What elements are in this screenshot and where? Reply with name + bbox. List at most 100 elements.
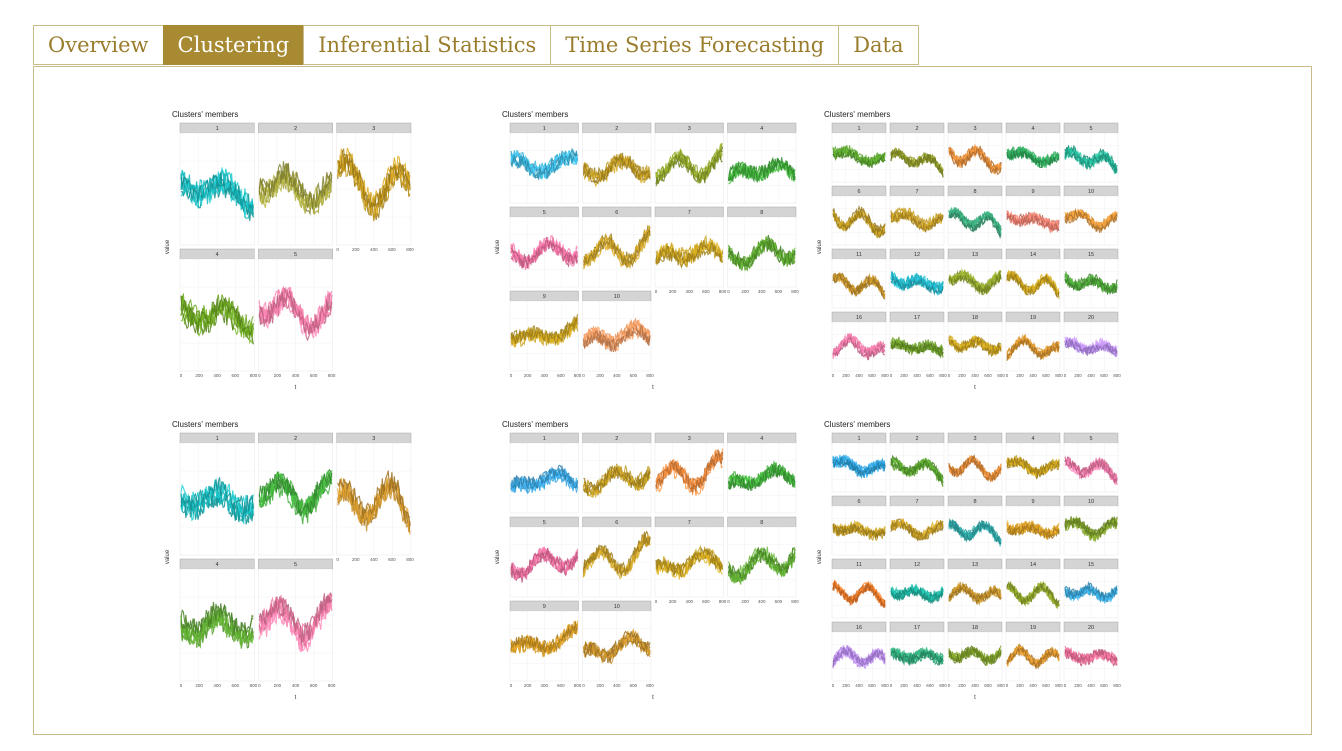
x-tick-label: 200 [274,683,282,688]
x-tick-label: 800 [881,373,889,378]
cluster-panel: 1 [831,432,887,493]
panel-strip-label: 16 [856,625,862,631]
member-series-line [582,229,651,267]
member-series-line [1064,150,1118,173]
cluster-figure-5: Clusters' members value t 1 2 3 4 5 6 7 0 200 400 600… [494,419,799,701]
member-series-line [258,175,333,211]
panel-strip-label: 6 [857,499,860,505]
member-series-line [337,470,411,526]
member-series-line [510,548,579,579]
panel-strip-label: 12 [914,252,920,258]
cluster-panel: 15 [1063,558,1119,619]
x-axis-label: t [295,695,297,701]
tab-clustering[interactable]: Clustering [162,25,304,65]
panel-strip-label: 5 [294,252,297,258]
cluster-panel: 12 [889,558,945,619]
tab-time-series-forecasting[interactable]: Time Series Forecasting [550,25,839,65]
cluster-chart-svg: Clusters' members value t 1 2 3 4 5 6 7 0 200 400 600… [495,110,799,391]
panel-strip-label: 2 [915,126,918,132]
panel-strip-label: 17 [914,625,920,631]
panel-strip-label: 20 [1088,315,1094,321]
cluster-panel: 10 0 200 400 600 800 [582,600,654,688]
cluster-panel: 2 [582,432,652,514]
member-series-line [258,291,333,335]
member-series-line [1064,518,1118,539]
member-series-line [583,466,651,493]
panel-strip-label: 8 [760,210,763,216]
panel-strip-label: 6 [615,210,618,216]
panel-strip-label: 4 [760,126,763,132]
cluster-panel: 8 [947,495,1003,556]
panel-strip-label: 15 [1088,562,1094,568]
x-tick-label: 600 [868,373,876,378]
panel-strip-label: 5 [543,210,546,216]
panel-strip-label: 4 [1031,126,1034,132]
x-tick-label: 800 [1113,373,1121,378]
cluster-panel: 13 [947,558,1003,619]
panel-strip-label: 5 [294,562,297,568]
x-tick-label: 200 [842,373,850,378]
x-tick-label: 200 [1016,683,1024,688]
cluster-panel: 19 0 200 400 600 800 [1006,311,1063,378]
member-series-line [1006,457,1060,477]
member-series-line [180,166,254,214]
cluster-panel: 13 [947,248,1003,309]
x-tick-label: 200 [1074,683,1082,688]
cluster-panel: 1 [179,122,255,246]
cluster-panel: 1 [179,432,255,556]
member-series-line [890,459,944,486]
x-tick-label: 0 [832,373,835,378]
cluster-panel: 6 [831,495,887,556]
chart-title: Clusters' members [502,420,568,429]
cluster-panel: 9 0 200 400 600 800 [510,290,582,378]
panel-strip-label: 10 [614,294,620,300]
x-tick-label: 200 [842,683,850,688]
x-tick-label: 0 [727,289,730,294]
cluster-panel: 4 [727,432,797,514]
x-tick-label: 0 [510,683,513,688]
panel-strip-label: 1 [216,126,219,132]
x-tick-label: 800 [328,373,336,378]
member-series-line [1064,517,1118,538]
member-series-line [727,237,796,269]
tab-overview[interactable]: Overview [33,25,163,65]
x-tick-label: 800 [791,289,799,294]
x-tick-label: 400 [613,373,621,378]
panel-strip-label: 4 [216,252,219,258]
x-tick-label: 800 [1055,373,1063,378]
member-series-line [890,584,944,602]
x-tick-label: 800 [406,247,414,252]
member-series-line [948,143,1002,171]
chart-title: Clusters' members [824,420,890,429]
x-tick-label: 600 [1100,373,1108,378]
x-tick-label: 600 [926,683,934,688]
member-series-line [890,518,944,540]
panel-strip-label: 5 [1089,436,1092,442]
x-tick-label: 0 [655,599,658,604]
tab-data[interactable]: Data [838,25,919,65]
x-tick-label: 400 [855,373,863,378]
tab-inferential-statistics[interactable]: Inferential Statistics [303,25,551,65]
cluster-panel: 2 [889,122,945,183]
member-series-line [727,464,796,491]
x-tick-label: 200 [195,683,203,688]
x-axis-label: t [974,695,976,701]
member-series-line [510,149,579,174]
member-series-line [337,151,411,209]
member-series-line [832,457,886,478]
panel-strip-label: 8 [760,520,763,526]
x-tick-label: 800 [646,373,654,378]
cluster-panel: 7 [889,185,945,246]
member-series-line [1006,522,1060,538]
x-tick-label: 400 [370,557,378,562]
member-series-line [510,239,579,268]
cluster-panel: 18 0 200 400 600 800 [948,311,1005,378]
x-tick-label: 0 [258,683,261,688]
x-tick-label: 400 [1029,373,1037,378]
member-series-line [948,585,1002,606]
cluster-panel: 1 [509,432,579,514]
panel-strip-label: 7 [688,210,691,216]
member-series-line [948,455,1002,481]
x-tick-label: 800 [791,599,799,604]
